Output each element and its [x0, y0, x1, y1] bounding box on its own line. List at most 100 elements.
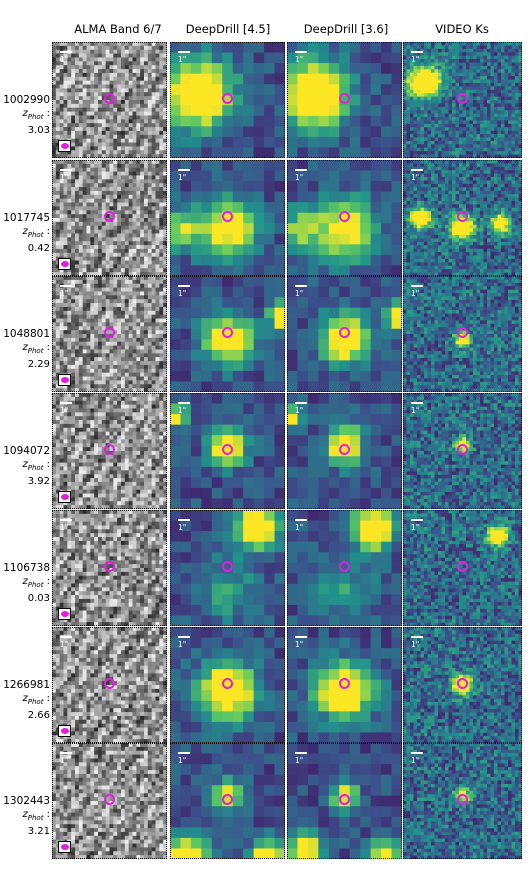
source-id: 1002990 — [3, 94, 50, 106]
cutout-alma-1266981: 1" — [52, 627, 167, 743]
target-marker — [104, 210, 115, 222]
scale-bar — [295, 285, 307, 287]
cutout-video-1106738: 1" — [403, 510, 522, 626]
scale-bar — [178, 519, 190, 521]
scale-bar — [60, 636, 72, 638]
source-id: 1106738 — [3, 562, 50, 574]
cutout-dd36-1302443: 1" — [287, 743, 402, 859]
row-label: 1266981 zPhot : 2.66 — [0, 679, 50, 722]
image-cutout — [52, 627, 167, 743]
photometric-redshift: zPhot : 3.92 — [22, 459, 51, 487]
scale-label: 1" — [60, 406, 69, 415]
target-marker — [457, 560, 468, 572]
cutout-dd45-1002990: 1" — [170, 42, 285, 158]
scale-bar — [178, 752, 190, 754]
scale-label: 1" — [295, 640, 304, 649]
target-marker — [457, 326, 468, 338]
cutout-dd45-1106738: 1" — [170, 510, 285, 626]
scale-label: 1" — [295, 523, 304, 532]
cutout-alma-1017745: 1" — [52, 160, 167, 276]
photometric-redshift: zPhot : 3.21 — [22, 809, 51, 837]
cutout-dd45-1266981: 1" — [170, 627, 285, 743]
scale-bar — [295, 169, 307, 171]
target-marker — [222, 677, 233, 689]
scale-bar — [411, 285, 423, 287]
image-cutout — [52, 276, 167, 392]
scale-label: 1" — [411, 173, 420, 182]
image-cutout — [403, 627, 522, 743]
row-label: 1094072 zPhot : 3.92 — [0, 445, 50, 488]
image-cutout — [287, 160, 402, 276]
cutout-dd36-1106738: 1" — [287, 510, 402, 626]
cutout-dd36-1094072: 1" — [287, 393, 402, 509]
image-cutout — [287, 393, 402, 509]
scale-label: 1" — [60, 55, 69, 64]
source-id: 1302443 — [3, 795, 50, 807]
cutout-dd36-1002990: 1" — [287, 42, 402, 158]
scale-bar — [60, 402, 72, 404]
scale-bar — [60, 51, 72, 53]
beam-ellipse — [61, 143, 69, 149]
cutout-video-1048801: 1" — [403, 276, 522, 392]
target-marker — [222, 92, 233, 104]
cutout-video-1017745: 1" — [403, 160, 522, 276]
scale-bar — [295, 752, 307, 754]
image-cutout — [287, 743, 402, 859]
photometric-redshift: zPhot : 0.03 — [22, 576, 51, 604]
cutout-dd36-1017745: 1" — [287, 160, 402, 276]
image-cutout — [170, 743, 285, 859]
source-id: 1048801 — [3, 328, 50, 340]
scale-label: 1" — [411, 289, 420, 298]
target-marker — [339, 793, 350, 805]
image-cutout — [287, 627, 402, 743]
target-marker — [104, 793, 115, 805]
scale-label: 1" — [60, 523, 69, 532]
target-marker — [104, 677, 115, 689]
scale-bar — [178, 169, 190, 171]
photometric-redshift: zPhot : 3.03 — [22, 108, 51, 136]
scale-bar — [295, 519, 307, 521]
image-cutout — [170, 627, 285, 743]
row-label: 1017745 zPhot : 0.42 — [0, 212, 50, 255]
beam-inset — [58, 258, 71, 270]
scale-label: 1" — [178, 523, 187, 532]
scale-label: 1" — [60, 289, 69, 298]
scale-label: 1" — [178, 173, 187, 182]
cutout-video-1002990: 1" — [403, 42, 522, 158]
target-marker — [457, 677, 468, 689]
scale-bar — [411, 519, 423, 521]
scale-bar — [178, 402, 190, 404]
beam-ellipse — [61, 728, 69, 734]
scale-label: 1" — [178, 289, 187, 298]
beam-ellipse — [61, 611, 69, 617]
row-label: 1048801 zPhot : 2.29 — [0, 328, 50, 371]
beam-ellipse — [61, 261, 69, 267]
image-cutout — [287, 42, 402, 158]
scale-bar — [178, 636, 190, 638]
target-marker — [104, 92, 115, 104]
target-marker — [222, 326, 233, 338]
beam-inset — [58, 491, 71, 503]
scale-bar — [411, 51, 423, 53]
image-cutout — [170, 276, 285, 392]
scale-bar — [295, 51, 307, 53]
target-marker — [222, 560, 233, 572]
image-cutout — [403, 393, 522, 509]
image-cutout — [170, 510, 285, 626]
target-marker — [222, 210, 233, 222]
target-marker — [339, 210, 350, 222]
beam-inset — [58, 608, 71, 620]
row-label: 1302443 zPhot : 3.21 — [0, 795, 50, 838]
photometric-redshift: zPhot : 0.42 — [22, 226, 51, 254]
scale-bar — [60, 285, 72, 287]
scale-label: 1" — [178, 55, 187, 64]
image-cutout — [403, 42, 522, 158]
scale-bar — [411, 636, 423, 638]
scale-bar — [178, 51, 190, 53]
target-marker — [457, 210, 468, 222]
image-cutout — [403, 160, 522, 276]
scale-label: 1" — [295, 406, 304, 415]
cutout-alma-1106738: 1" — [52, 510, 167, 626]
scale-label: 1" — [411, 406, 420, 415]
scale-label: 1" — [411, 55, 420, 64]
